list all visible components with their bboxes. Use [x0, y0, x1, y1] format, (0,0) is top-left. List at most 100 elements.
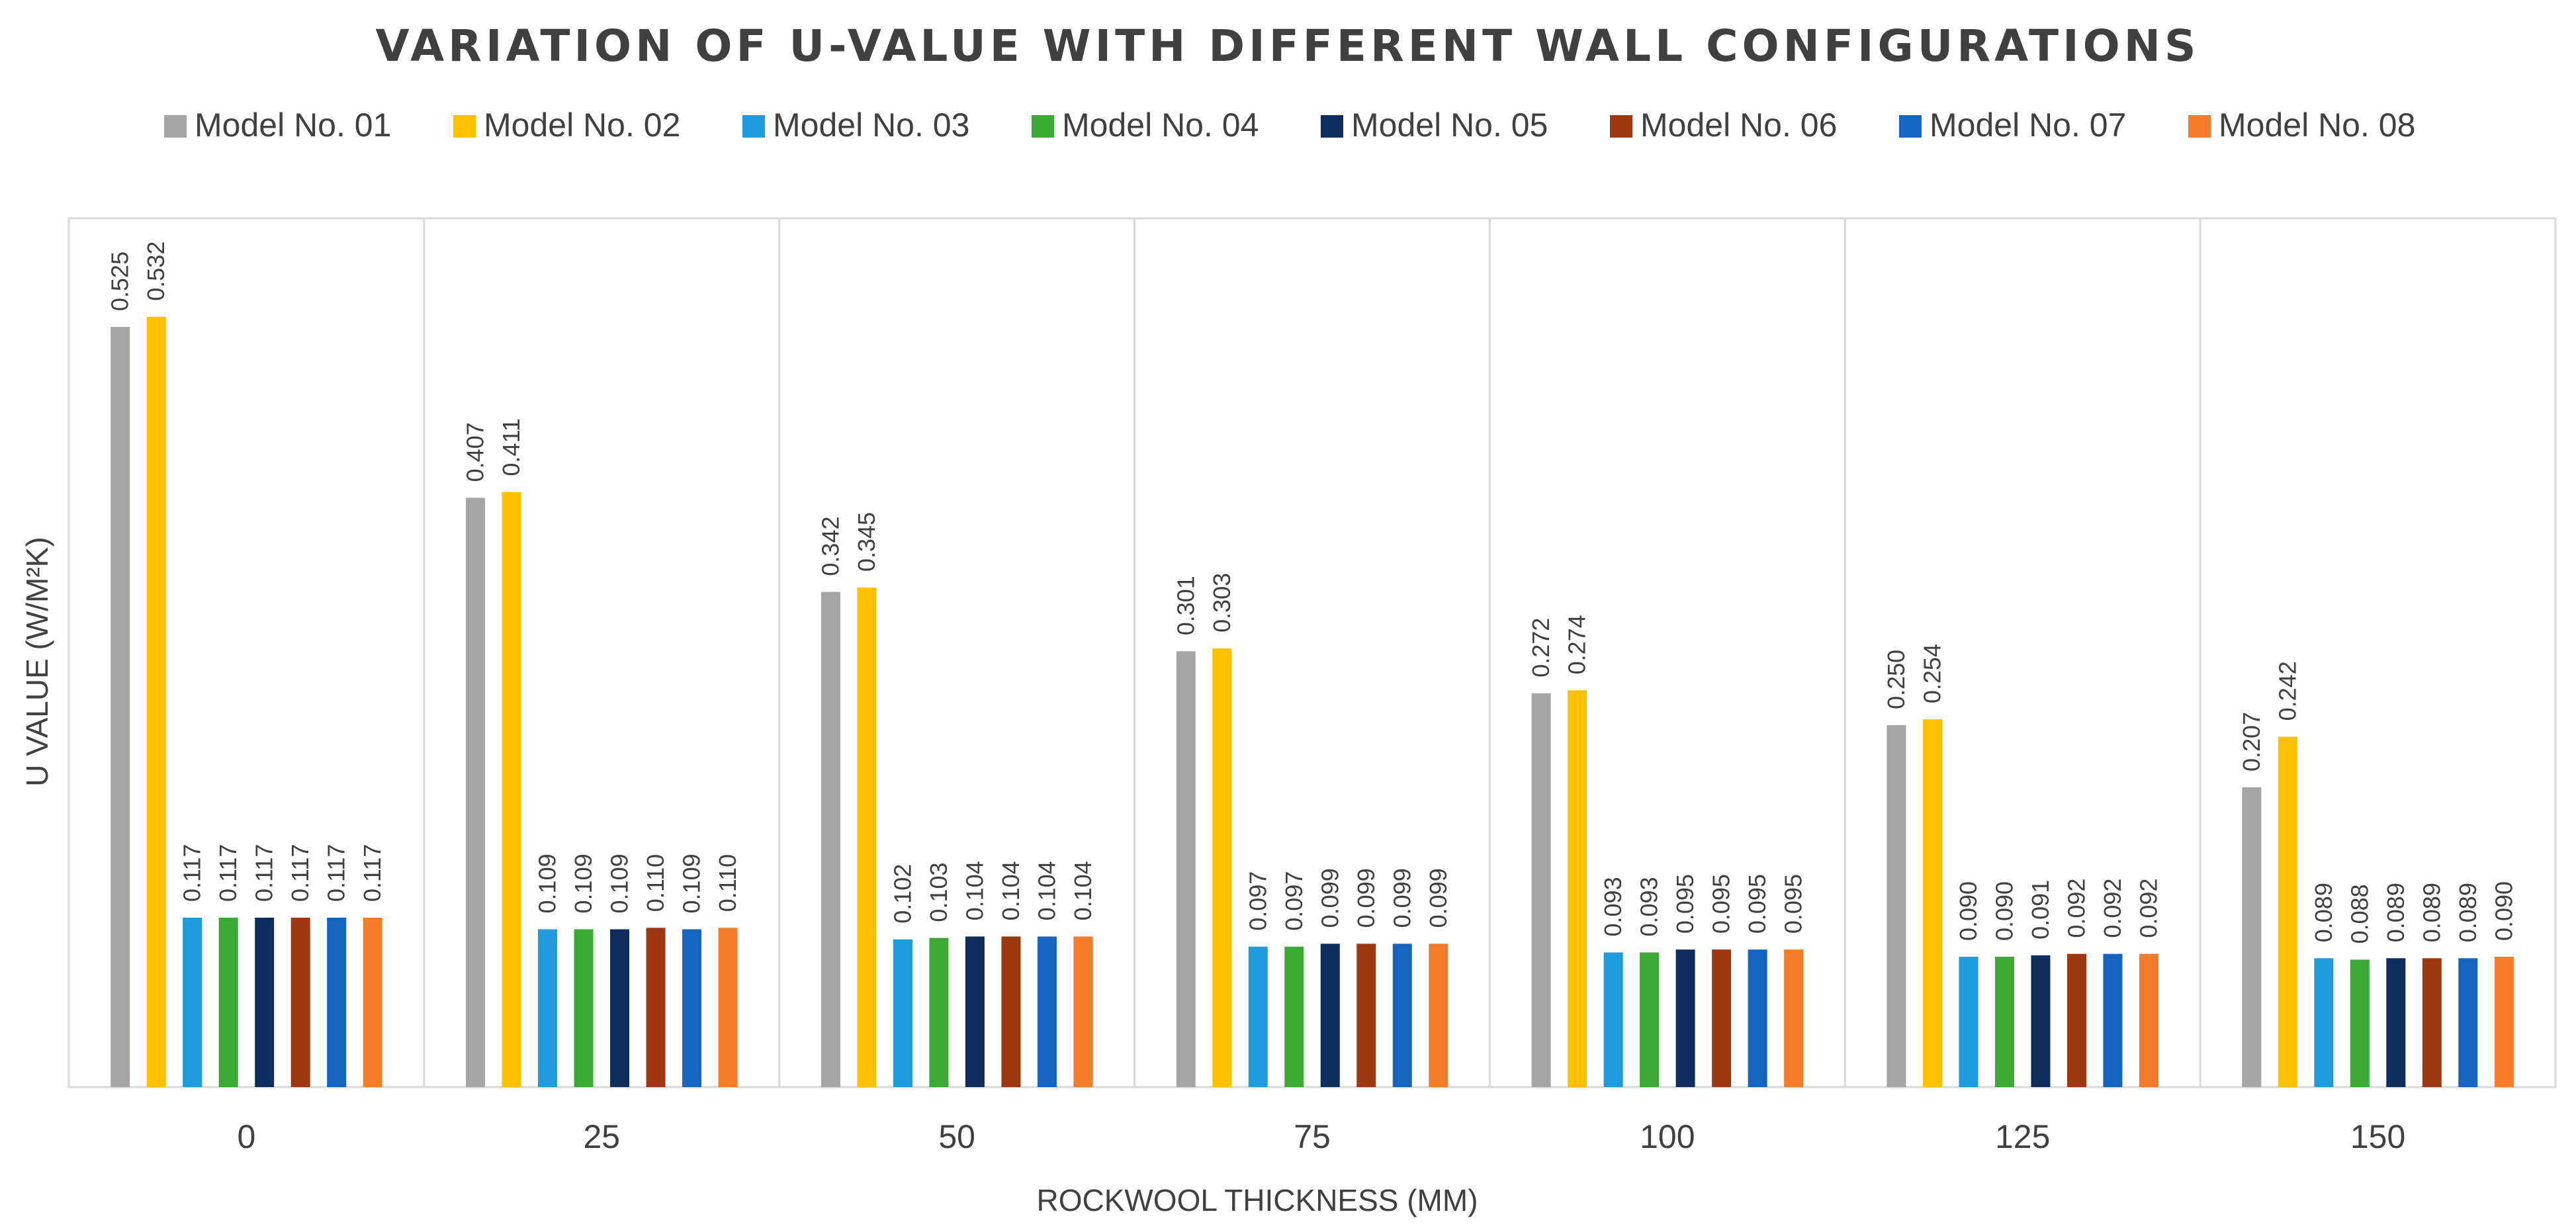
data-label: 0.093	[1636, 877, 1663, 936]
data-label: 0.250	[1883, 650, 1910, 709]
bar	[1073, 936, 1093, 1087]
legend-label: Model No. 01	[195, 107, 391, 144]
legend-swatch	[164, 115, 187, 138]
x-tick-label: 125	[1995, 1118, 2050, 1155]
x-tick-label: 50	[938, 1118, 975, 1155]
plot-border	[67, 217, 2557, 1088]
bar	[857, 588, 877, 1087]
x-tick-label: 100	[1640, 1118, 1695, 1155]
x-tick-label: 0	[238, 1118, 256, 1155]
data-label: 0.097	[1280, 871, 1308, 931]
bar	[965, 936, 985, 1087]
data-label: 0.342	[817, 516, 844, 576]
data-label: 0.089	[2382, 883, 2409, 942]
bar	[2494, 957, 2514, 1087]
bar	[111, 327, 130, 1087]
bar	[1887, 725, 1906, 1087]
bar	[929, 938, 949, 1087]
bar	[466, 498, 486, 1087]
legend-label: Model No. 07	[1930, 107, 2126, 144]
bar	[821, 592, 840, 1087]
data-label: 0.301	[1172, 576, 1199, 635]
data-label: 0.110	[714, 854, 741, 912]
data-label: 0.117	[179, 844, 206, 902]
bar	[218, 917, 238, 1087]
x-tick-label: 75	[1294, 1118, 1331, 1155]
legend-swatch	[742, 115, 765, 138]
bar	[2031, 955, 2051, 1087]
bar	[1212, 648, 1232, 1087]
bar	[255, 917, 275, 1087]
data-label: 0.092	[2135, 879, 2162, 938]
data-label: 0.407	[462, 422, 489, 482]
data-label: 0.254	[1918, 644, 1945, 703]
bar	[146, 316, 166, 1088]
chart-title: VARIATION OF U-VALUE WITH DIFFERENT WALL…	[375, 21, 2199, 71]
data-label: 0.104	[1033, 861, 1060, 920]
data-label: 0.532	[142, 242, 169, 301]
bar	[2386, 958, 2406, 1087]
data-label: 0.092	[2063, 879, 2090, 938]
data-label: 0.093	[1599, 877, 1626, 936]
data-label: 0.109	[606, 854, 633, 913]
bar	[1640, 952, 1660, 1087]
legend-swatch	[2188, 115, 2211, 138]
bar	[1176, 651, 1196, 1087]
bar	[1001, 936, 1021, 1087]
bar	[1603, 952, 1623, 1087]
bar	[610, 929, 630, 1087]
legend-swatch	[1899, 115, 1922, 138]
bar	[1248, 946, 1268, 1087]
bar	[2422, 958, 2442, 1087]
data-label: 0.242	[2274, 661, 2301, 721]
data-label: 0.345	[853, 512, 880, 572]
bar	[1037, 936, 1057, 1087]
legend: Model No. 01 Model No. 02 Model No. 03 Mode…	[164, 107, 2415, 144]
bar	[1284, 946, 1304, 1087]
data-label: 0.525	[107, 251, 134, 311]
bar	[718, 928, 738, 1087]
bar	[2350, 959, 2370, 1087]
bar	[1922, 719, 1942, 1087]
legend-label: Model No. 05	[1351, 107, 1548, 144]
data-label: 0.117	[323, 844, 350, 902]
data-label: 0.109	[570, 854, 597, 913]
bar	[363, 917, 382, 1087]
bar	[574, 929, 594, 1087]
data-label: 0.272	[1527, 618, 1554, 678]
data-label: 0.099	[1316, 868, 1343, 928]
data-label: 0.104	[1069, 861, 1096, 920]
data-label: 0.095	[1744, 874, 1771, 934]
bar	[2314, 958, 2334, 1087]
legend-swatch	[453, 115, 476, 138]
data-label: 0.303	[1208, 573, 1235, 633]
bar	[1959, 957, 1978, 1087]
legend-label: Model No. 06	[1640, 107, 1837, 144]
legend-label: Model No. 08	[2219, 107, 2415, 144]
bar	[1712, 949, 1732, 1087]
data-label: 0.088	[2346, 884, 2373, 944]
data-label: 0.089	[2418, 883, 2445, 942]
legend-label: Model No. 02	[484, 107, 680, 144]
data-label: 0.095	[1780, 874, 1807, 934]
legend-label: Model No. 04	[1062, 107, 1259, 144]
bar	[1675, 949, 1695, 1087]
data-label: 0.117	[287, 844, 314, 902]
legend-label: Model No. 03	[773, 107, 969, 144]
data-label: 0.092	[2099, 879, 2126, 938]
data-label: 0.089	[2310, 883, 2337, 942]
data-label: 0.103	[925, 863, 952, 922]
data-label: 0.104	[997, 861, 1024, 920]
legend-swatch	[1610, 115, 1632, 138]
bar	[2103, 953, 2123, 1087]
y-axis-label: U VALUE (W/M²K)	[20, 537, 54, 786]
data-label: 0.097	[1244, 871, 1271, 931]
data-label: 0.099	[1353, 868, 1380, 928]
bar	[183, 917, 202, 1087]
data-label: 0.099	[1388, 868, 1415, 928]
bar	[1531, 693, 1551, 1087]
data-label: 0.109	[678, 854, 705, 913]
data-label: 0.095	[1671, 874, 1699, 934]
bar	[646, 928, 666, 1087]
